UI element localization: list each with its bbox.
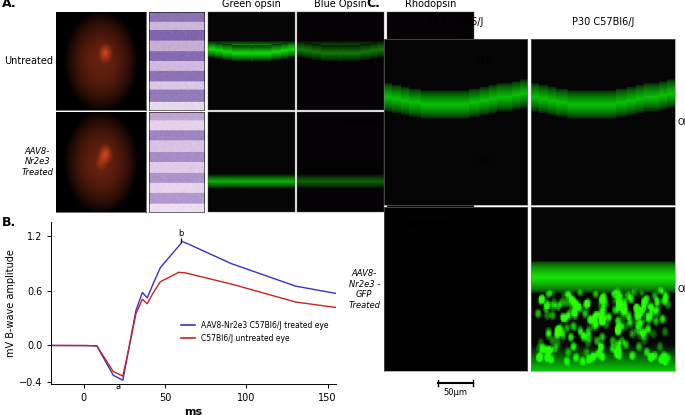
Text: AAV8-
Nr2e3
Treated: AAV8- Nr2e3 Treated <box>21 147 53 177</box>
Text: P30 C57Bl6/J: P30 C57Bl6/J <box>571 17 634 27</box>
Text: P7 C57Bl6/J: P7 C57Bl6/J <box>427 17 484 27</box>
Text: AAV8-
Nr2e3 -
GFP
Treated: AAV8- Nr2e3 - GFP Treated <box>348 269 380 310</box>
Text: ONL: ONL <box>677 118 685 127</box>
Text: ONL: ONL <box>477 157 495 166</box>
Text: a: a <box>115 382 121 391</box>
Text: ONL: ONL <box>677 285 685 294</box>
Text: C.: C. <box>366 0 380 10</box>
Text: Blue Opsin: Blue Opsin <box>314 0 367 9</box>
Legend: AAV8-Nr2e3 C57Bl6/J treated eye, C57Bl6/J untreated eye: AAV8-Nr2e3 C57Bl6/J treated eye, C57Bl6/… <box>178 318 332 346</box>
Text: B.: B. <box>2 216 16 229</box>
Y-axis label: mV B-wave amplitude: mV B-wave amplitude <box>6 249 16 357</box>
Text: 50μm: 50μm <box>419 229 443 238</box>
Text: A.: A. <box>2 0 16 10</box>
X-axis label: ms: ms <box>184 407 203 415</box>
Text: Untreated: Untreated <box>338 118 380 127</box>
Text: Untreated: Untreated <box>4 56 53 66</box>
Text: Rhodopsin: Rhodopsin <box>405 0 456 9</box>
Text: 50μm: 50μm <box>443 388 468 397</box>
Text: Green opsin: Green opsin <box>222 0 280 9</box>
Text: b: b <box>179 229 184 239</box>
Text: ONL: ONL <box>477 57 495 66</box>
